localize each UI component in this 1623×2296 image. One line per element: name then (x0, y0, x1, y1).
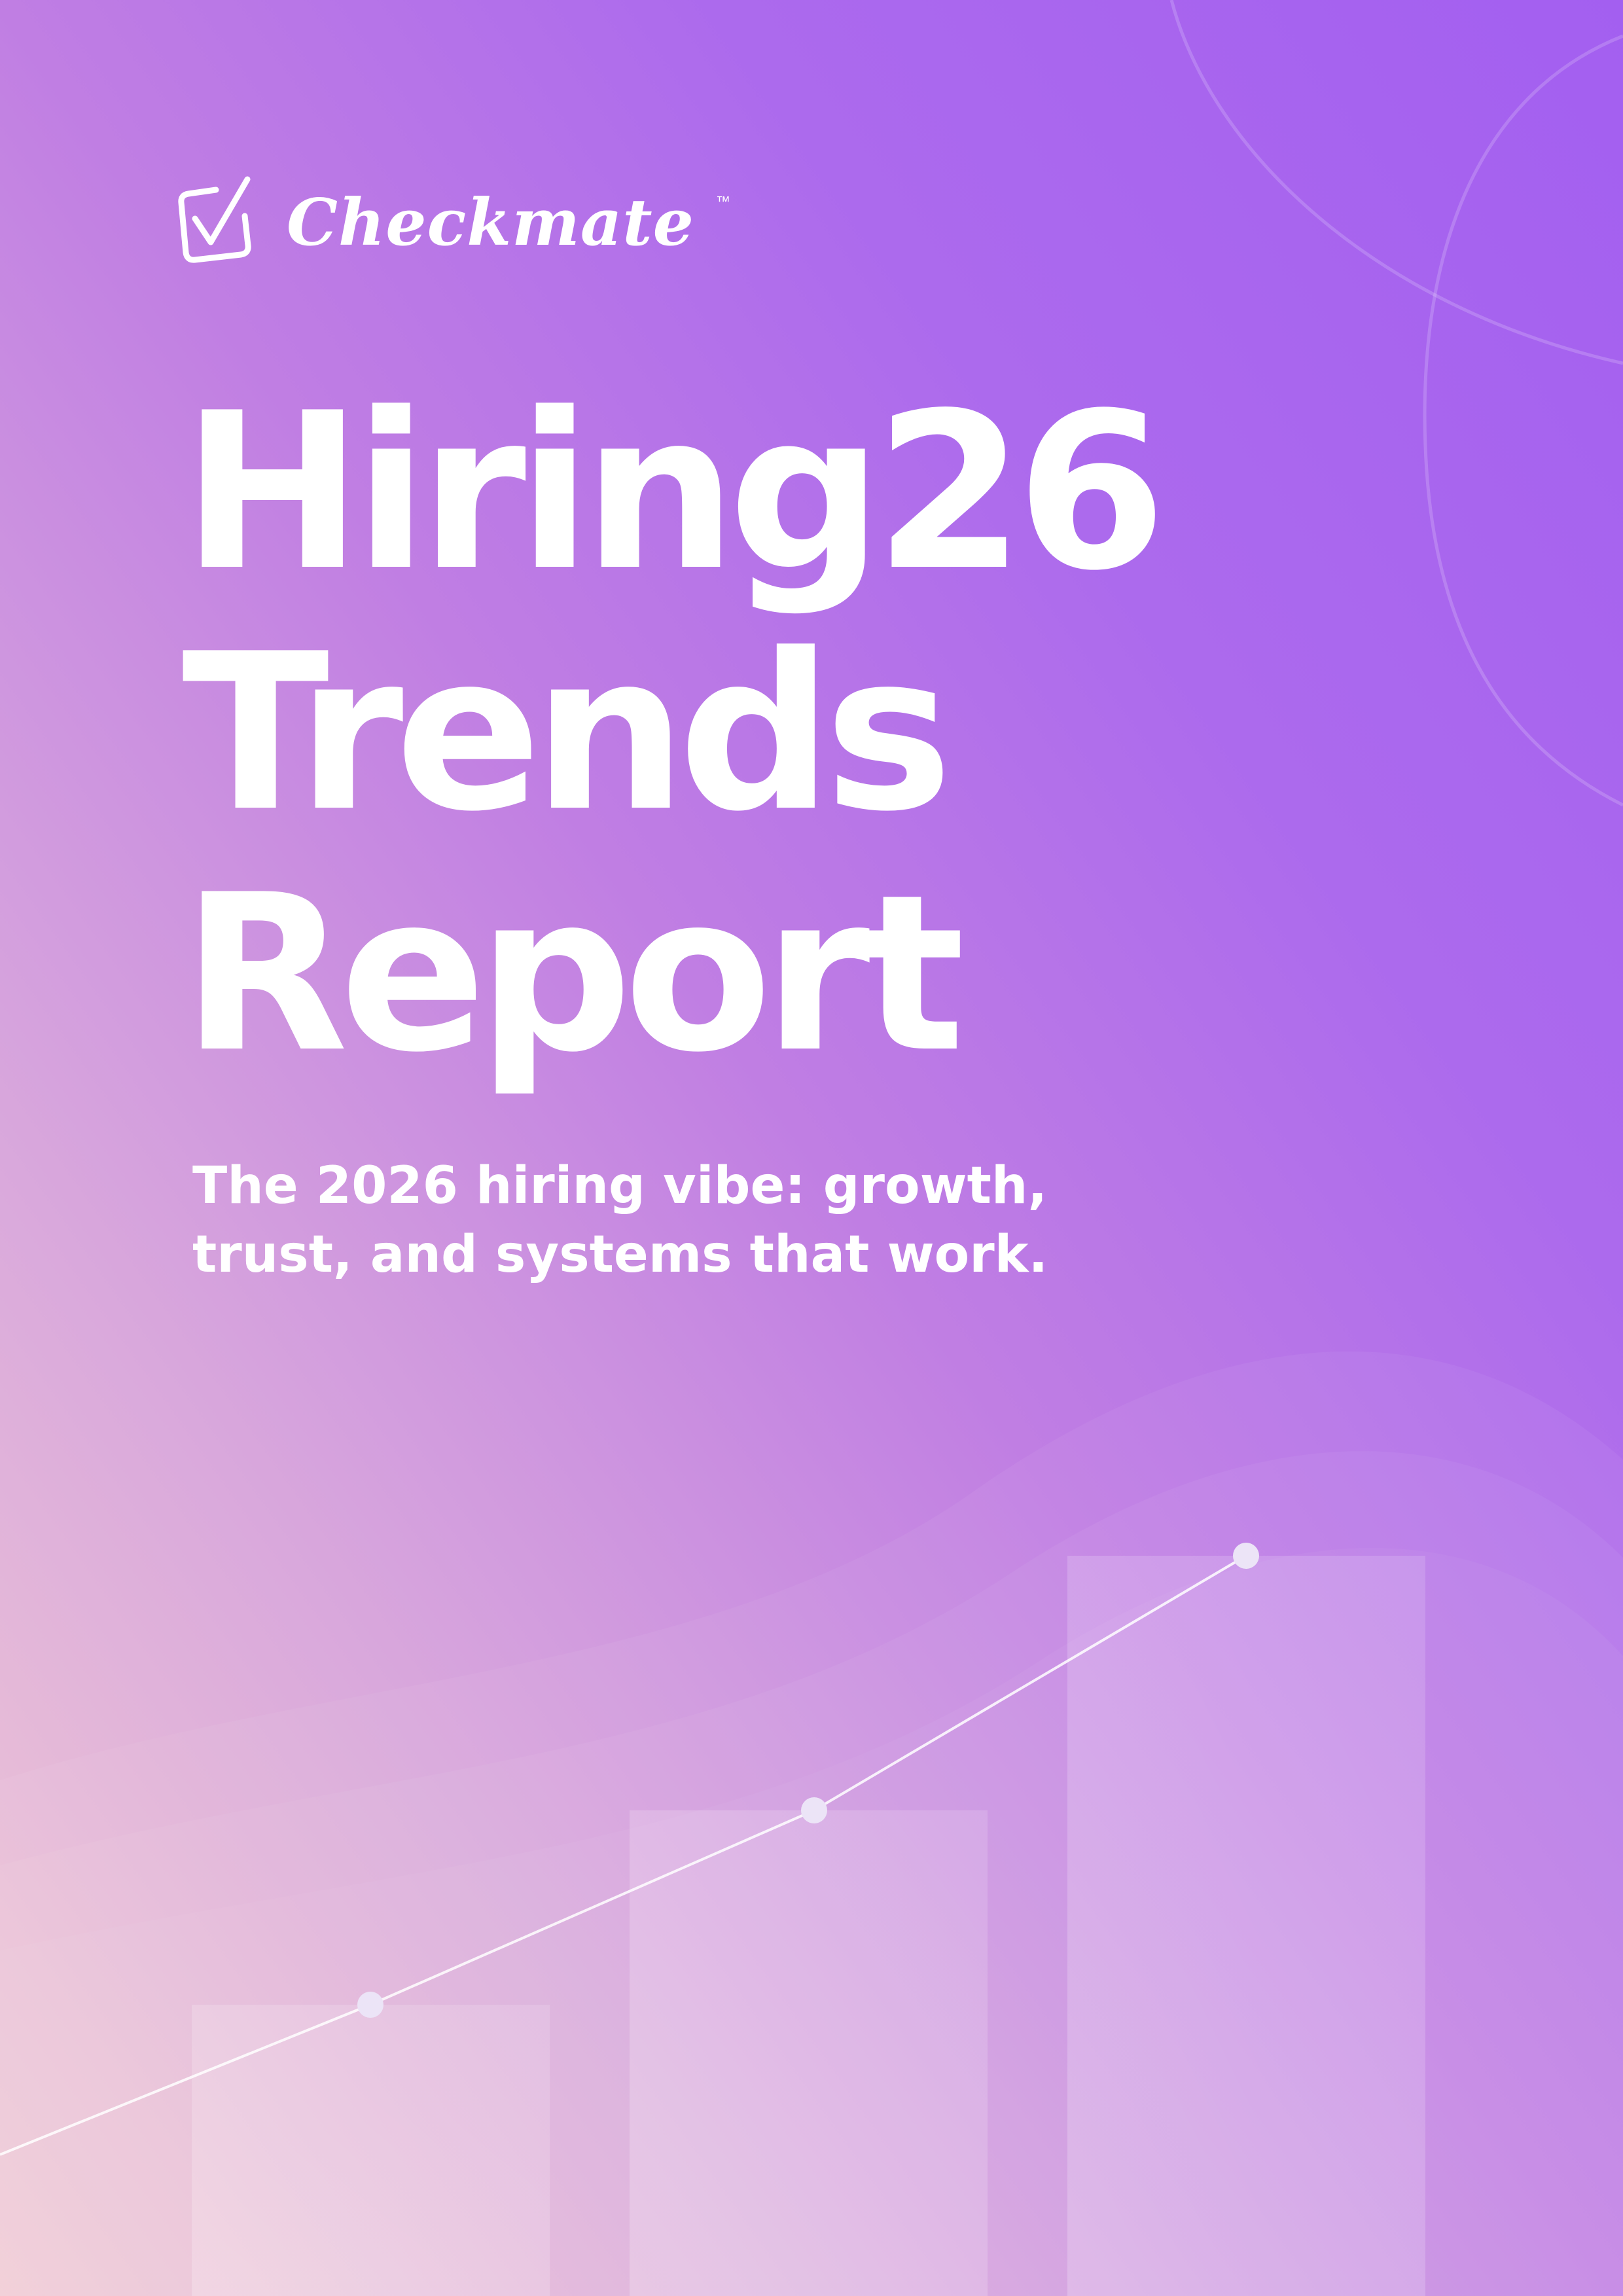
title-line-3: Report (182, 848, 965, 1100)
chart-bar-2 (630, 1810, 988, 2296)
chart-point-1 (357, 1992, 383, 2018)
report-title: Hiring26 Trends Report (182, 367, 1167, 1100)
title-line-2: Trends (182, 607, 953, 859)
brand-logo: Checkmate ™ (175, 175, 730, 270)
chart-point-2 (801, 1797, 827, 1823)
decor-arc-inner (1423, 34, 1623, 807)
title-line-1: Hiring26 (182, 367, 1167, 618)
chart-trend-line (0, 1554, 1247, 2156)
brand-name: Checkmate (287, 185, 694, 260)
checkbox-check-icon (178, 176, 251, 263)
chart-bar-3 (1067, 1556, 1425, 2296)
subtitle-line-2: trust, and systems that work. (192, 1225, 1048, 1284)
report-subtitle: The 2026 hiring vibe: growth, trust, and… (192, 1152, 1174, 1289)
chart-point-3 (1233, 1543, 1259, 1569)
trademark-mark: ™ (715, 192, 731, 209)
subtitle-line-1: The 2026 hiring vibe: growth, (192, 1157, 1048, 1215)
brand-wordmark: Checkmate ™ (287, 185, 730, 260)
decor-arc-outer (1169, 0, 1623, 365)
chart-bar-1 (192, 2005, 550, 2296)
